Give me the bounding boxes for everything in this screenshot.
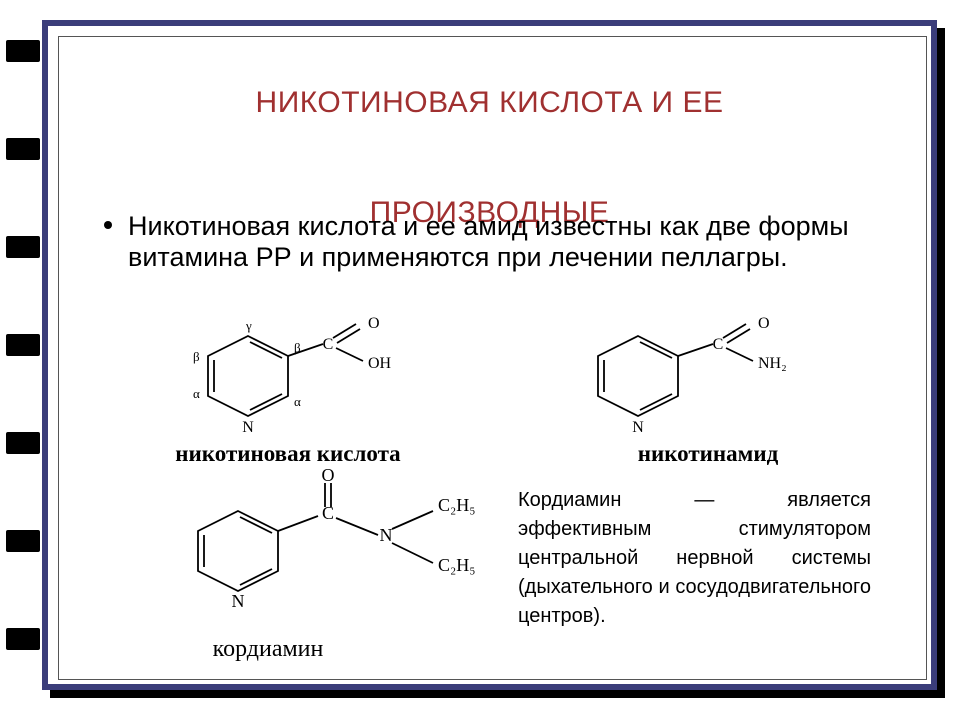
svg-text:NH₂: NH₂ [758,355,787,372]
bullet-paragraph: Никотиновая кислота и ее амид известны к… [128,211,891,273]
svg-text:N: N [380,525,393,545]
svg-text:N: N [232,591,245,611]
svg-text:α: α [294,394,301,409]
label-nicotinic-acid: никотиновая кислота [138,441,438,467]
svg-text:O: O [322,465,335,485]
svg-text:β: β [294,340,301,355]
slide-title-line1: НИКОТИНОВАЯ КИСЛОТА И ЕЕ [48,86,931,120]
svg-text:N: N [242,419,254,436]
svg-text:O: O [758,315,770,332]
label-cordiamine: кордиамин [138,636,398,663]
svg-text:O: O [368,315,380,332]
svg-text:N: N [632,419,644,436]
svg-text:γ: γ [245,318,252,333]
svg-text:C₂H₅: C₂H₅ [438,555,476,575]
svg-text:C: C [322,503,334,523]
spiral-binder [0,0,42,720]
bullet-text: Никотиновая кислота и ее амид известны к… [128,211,849,272]
structure-nicotinic-acid: N C O OH β α γ β α никотиновая кислота [138,316,438,467]
bullet-icon [104,221,112,229]
svg-text:OH: OH [368,355,392,372]
svg-text:α: α [193,386,200,401]
svg-text:β: β [193,349,200,364]
slide-frame: НИКОТИНОВАЯ КИСЛОТА И ЕЕ ПРОИЗВОДНЫЕ Ник… [42,20,937,690]
svg-text:C₂H₅: C₂H₅ [438,495,476,515]
svg-text:C: C [323,336,334,353]
svg-text:C: C [713,336,724,353]
structure-nicotinamide: N C O NH₂ никотинамид [538,316,838,467]
structure-cordiamine: N C O N C₂H₅ C₂H₅ кордиамин [138,471,518,663]
label-nicotinamide: никотинамид [538,441,838,467]
cordiamine-description: Кордиамин — является эффективным стимуля… [518,486,871,631]
